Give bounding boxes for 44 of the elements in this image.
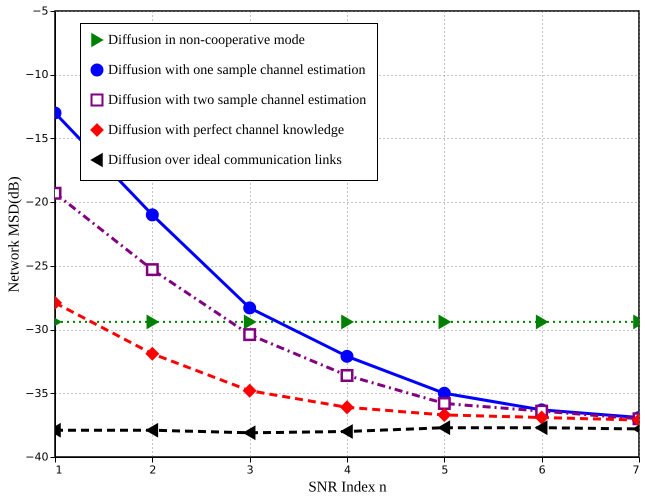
legend-label: Diffusion with two sample channel estimation bbox=[108, 93, 366, 108]
legend-label: Diffusion over ideal communication links bbox=[108, 153, 342, 168]
point bbox=[340, 400, 354, 414]
y-tick-label: −40 bbox=[25, 450, 48, 464]
point bbox=[146, 263, 159, 276]
point bbox=[243, 301, 256, 314]
point bbox=[535, 411, 548, 424]
point bbox=[244, 315, 256, 328]
point bbox=[340, 368, 354, 382]
point bbox=[438, 408, 451, 422]
point bbox=[243, 384, 256, 398]
y-tick-label: −15 bbox=[25, 132, 48, 145]
point bbox=[438, 315, 450, 328]
legend-label: Diffusion with perfect channel knowledge bbox=[108, 123, 344, 138]
point bbox=[146, 347, 159, 360]
x-tick-label: 7 bbox=[632, 464, 640, 476]
point bbox=[146, 315, 158, 328]
point bbox=[146, 208, 159, 222]
y-tick-label: −10 bbox=[25, 68, 48, 82]
y-tick-label: −5 bbox=[32, 4, 48, 18]
point bbox=[341, 425, 353, 438]
legend-label: Diffusion with one sample channel estimation bbox=[108, 63, 366, 78]
point bbox=[438, 421, 450, 434]
y-tick-label: −25 bbox=[25, 259, 48, 272]
x-tick-label: 5 bbox=[441, 464, 448, 476]
x-axis-title: SNR Index n bbox=[308, 480, 388, 496]
point bbox=[536, 315, 548, 328]
point bbox=[244, 426, 256, 440]
point bbox=[243, 328, 256, 342]
point bbox=[438, 396, 451, 410]
y-axis-title: Network MSD(dB) bbox=[6, 176, 22, 293]
x-tick-label: 3 bbox=[246, 464, 254, 476]
point bbox=[536, 421, 548, 434]
legend-label: Diffusion in non-cooperative mode bbox=[108, 33, 305, 48]
x-tick-label: 1 bbox=[56, 464, 62, 476]
x-tick-label: 2 bbox=[149, 464, 156, 476]
y-tick-label: −20 bbox=[25, 196, 48, 209]
point bbox=[146, 424, 158, 437]
y-tick-label: −35 bbox=[25, 386, 48, 400]
point bbox=[341, 315, 353, 328]
x-tick-label: 6 bbox=[538, 464, 546, 476]
point bbox=[340, 350, 354, 363]
x-tick-label: 4 bbox=[344, 464, 351, 476]
y-tick-label: −30 bbox=[25, 323, 48, 336]
